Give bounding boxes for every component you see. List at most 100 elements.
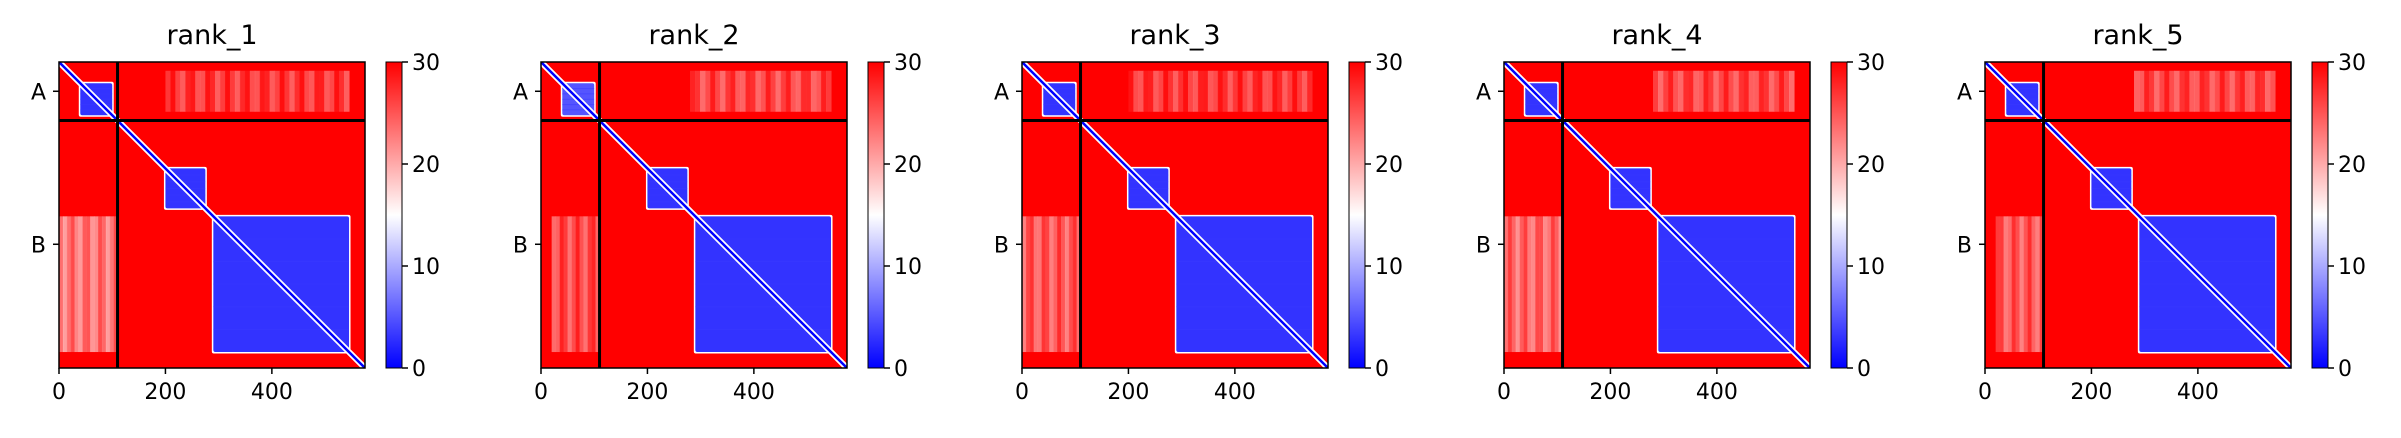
interface-stripe [1515,216,1521,353]
interface-stripe [74,216,80,353]
colorbar-tick-label: 0 [1857,357,1871,382]
interface-stripe [2169,70,2175,112]
interface-stripe [294,70,300,112]
colorbar-frame [867,61,885,369]
interface-stripe [1693,70,1699,112]
interface-stripe [1546,216,1552,353]
colorbar-tick-label: 30 [1375,51,1403,76]
diagonal [1022,62,1328,368]
interface-stripe [299,70,305,112]
interface-stripe [264,70,271,112]
interface-stripe [1187,70,1194,112]
interface-stripe [591,216,597,353]
interface-stripe [1272,70,1278,112]
interface-stripe [695,70,701,112]
interface-stripe [1519,216,1525,353]
interface-stripe [319,70,325,112]
interface-stripe [1029,216,1035,353]
interface-stripe [1022,216,1027,353]
panel-title: rank_4 [1611,20,1702,51]
colorbar [386,62,402,368]
interface-block [1022,216,1082,353]
interface-stripe [2174,70,2180,112]
interface-stripe [1543,216,1548,353]
x-tick-label: 400 [1696,380,1738,405]
interface-block [1995,216,2045,353]
interface-stripe [1128,70,1134,112]
interface-stripe [1064,216,1070,353]
x-tick-label: 0 [1497,380,1511,405]
colorbar-tick-label: 10 [1857,255,1885,280]
axes-frame [58,61,366,369]
colorbar-tick-label: 0 [2338,357,2352,382]
colorbar [1349,62,1365,368]
interface-stripe [234,70,241,112]
interface-stripe [101,216,107,353]
interface-stripe [571,216,577,353]
interface-stripe [720,70,726,112]
interface-stripe [1242,70,1249,112]
interface-stripe [1072,216,1078,353]
interface-stripe [2194,70,2200,112]
x-tick-label: 0 [1015,380,1029,405]
interface-stripe [344,70,350,112]
interface-stripe [1068,216,1074,353]
axes-frame [1021,61,1329,369]
interface-stripe [1531,216,1536,353]
interface-stripe [2244,70,2251,112]
interface-stripe [579,216,585,353]
interface-stripe [745,70,751,112]
interface-stripe [195,70,201,112]
interface-stripe [1143,70,1149,112]
interface-block [1128,70,1313,112]
interface-stripe [1558,216,1564,353]
interface-stripe [1292,70,1298,112]
interface-stripe [1718,70,1725,112]
interface-stripe [1678,70,1684,112]
interface-stripe [1738,70,1745,112]
interface-stripe [1053,216,1058,353]
interface-stripe [1507,216,1513,353]
interface-stripe [1025,216,1031,353]
interface-stripe [249,70,256,112]
interface-stripe [2031,216,2037,353]
interface-stripe [224,70,231,112]
interface-stripe [1668,70,1674,112]
interface-stripe [2139,70,2145,112]
colorbar-tick-label: 10 [894,255,922,280]
interface-stripe [1192,70,1199,112]
interface-stripe [2039,216,2045,353]
colorbar-tick-label: 20 [894,153,922,178]
interface-stripe [730,70,736,112]
interface-stripe [185,70,191,112]
interface-stripe [1763,70,1770,112]
interface-stripe [1297,70,1303,112]
colorbar-frame [2311,61,2329,369]
interface-stripe [1550,216,1556,353]
interface-stripe [1287,70,1293,112]
colorbar-tick-label: 30 [412,51,440,76]
interface-stripe [1788,70,1795,112]
interface-stripe [2035,216,2041,353]
interface-stripe [700,70,706,112]
interface-stripe [567,216,573,353]
interface-stripe [765,70,772,112]
interface-stripe [1257,70,1263,112]
x-tick-label: 200 [626,380,668,405]
chain-label: A [1957,80,1972,105]
interface-stripe [190,70,196,112]
interface-stripe [805,70,812,112]
pae-panel-4: rank_4 A B 0 200 400 0 10 20 30 [1476,20,1885,405]
panel-title: rank_2 [648,20,739,51]
interface-stripe [815,70,822,112]
colorbar-tick-label: 20 [412,153,440,178]
interface-stripe [175,70,181,112]
interface-stripe [795,70,802,112]
panel-title: rank_5 [2092,20,2183,51]
interface-block [551,216,601,353]
interface-stripe [1302,70,1308,112]
colorbar-tick-label: 30 [1857,51,1885,76]
interface-stripe [229,70,236,112]
interface-stripe [1277,70,1283,112]
